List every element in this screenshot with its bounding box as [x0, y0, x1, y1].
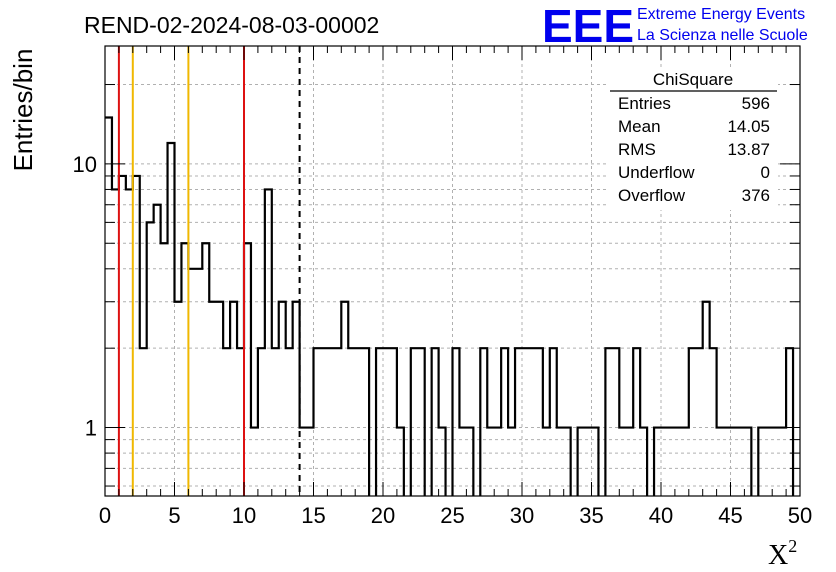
histogram-bin: [327, 348, 334, 496]
histogram-bin: [175, 302, 182, 496]
chart-title: REND-02-2024-08-03-00002: [84, 12, 379, 38]
logo-acronym: EEE: [542, 0, 634, 52]
y-tick-label: 10: [73, 152, 97, 177]
histogram-bin: [195, 269, 202, 496]
histogram-bin: [286, 348, 293, 496]
y-tick-label: 1: [85, 416, 97, 441]
eee-logo: EEE Extreme Energy Events La Scienza nel…: [542, 0, 808, 52]
histogram-bin: [334, 348, 341, 496]
x-tick-label: 25: [440, 503, 464, 528]
histogram-bin: [320, 348, 327, 496]
histogram-bin: [522, 348, 529, 496]
x-tick-label: 0: [99, 503, 111, 528]
y-tick-labels: 1 10: [73, 152, 97, 441]
histogram-bin: [223, 348, 230, 496]
histogram-bin: [383, 348, 390, 496]
histogram-bin: [529, 348, 536, 496]
stats-row-value: 0: [761, 163, 770, 182]
stats-row-value: 14.05: [727, 117, 770, 136]
histogram-bin: [209, 302, 216, 496]
x-axis-label-base: X: [768, 540, 788, 571]
logo-line-2: La Scienza nelle Scuole: [637, 27, 808, 44]
histogram-bin: [154, 205, 161, 496]
logo-line-1: Extreme Energy Events: [637, 6, 805, 23]
x-tick-label: 50: [788, 503, 812, 528]
histogram-bars: [105, 116, 795, 496]
stats-row-value: 376: [742, 186, 770, 205]
x-axis-label-superscript: 2: [788, 536, 797, 556]
histogram-bin: [696, 348, 703, 496]
x-tick-label: 20: [371, 503, 395, 528]
stats-row-label: Underflow: [618, 163, 695, 182]
histogram-bin: [237, 348, 244, 496]
stats-row-label: RMS: [618, 140, 656, 159]
histogram-bin: [348, 348, 355, 496]
stats-box-background: [608, 70, 778, 210]
x-tick-labels: 0 5 10 15 20 25 30 35 40 45 50: [99, 503, 812, 528]
x-tick-label: 30: [510, 503, 534, 528]
axis-ticks: [104, 46, 801, 496]
histogram-bin: [161, 243, 168, 496]
stats-row-value: 13.87: [727, 140, 770, 159]
x-tick-label: 10: [232, 503, 256, 528]
histogram-bin: [140, 348, 147, 496]
x-tick-label: 5: [168, 503, 180, 528]
x-tick-label: 40: [649, 503, 673, 528]
histogram-bin: [126, 189, 133, 496]
histogram-bin: [272, 348, 279, 496]
stats-row-value: 596: [742, 94, 770, 113]
plot-frame: [104, 45, 801, 497]
x-tick-label: 15: [301, 503, 325, 528]
histogram-bin: [119, 176, 126, 496]
histogram-step-line: [105, 116, 795, 496]
stats-box: ChiSquare Entries 596 Mean 14.05 RMS 13.87 Und…: [608, 70, 778, 210]
histogram-bin: [355, 348, 362, 496]
y-axis-label: Entries/bin: [8, 49, 38, 172]
histogram-bin: [188, 269, 195, 496]
stats-row-label: Entries: [618, 94, 671, 113]
x-tick-label: 45: [718, 503, 742, 528]
reference-lines: [117, 46, 301, 496]
x-axis-label: X2: [768, 536, 797, 571]
histogram-bin: [112, 189, 119, 496]
x-tick-label: 35: [579, 503, 603, 528]
stats-row-label: Mean: [618, 117, 661, 136]
stats-title: ChiSquare: [653, 70, 733, 89]
stats-row-label: Overflow: [618, 186, 686, 205]
